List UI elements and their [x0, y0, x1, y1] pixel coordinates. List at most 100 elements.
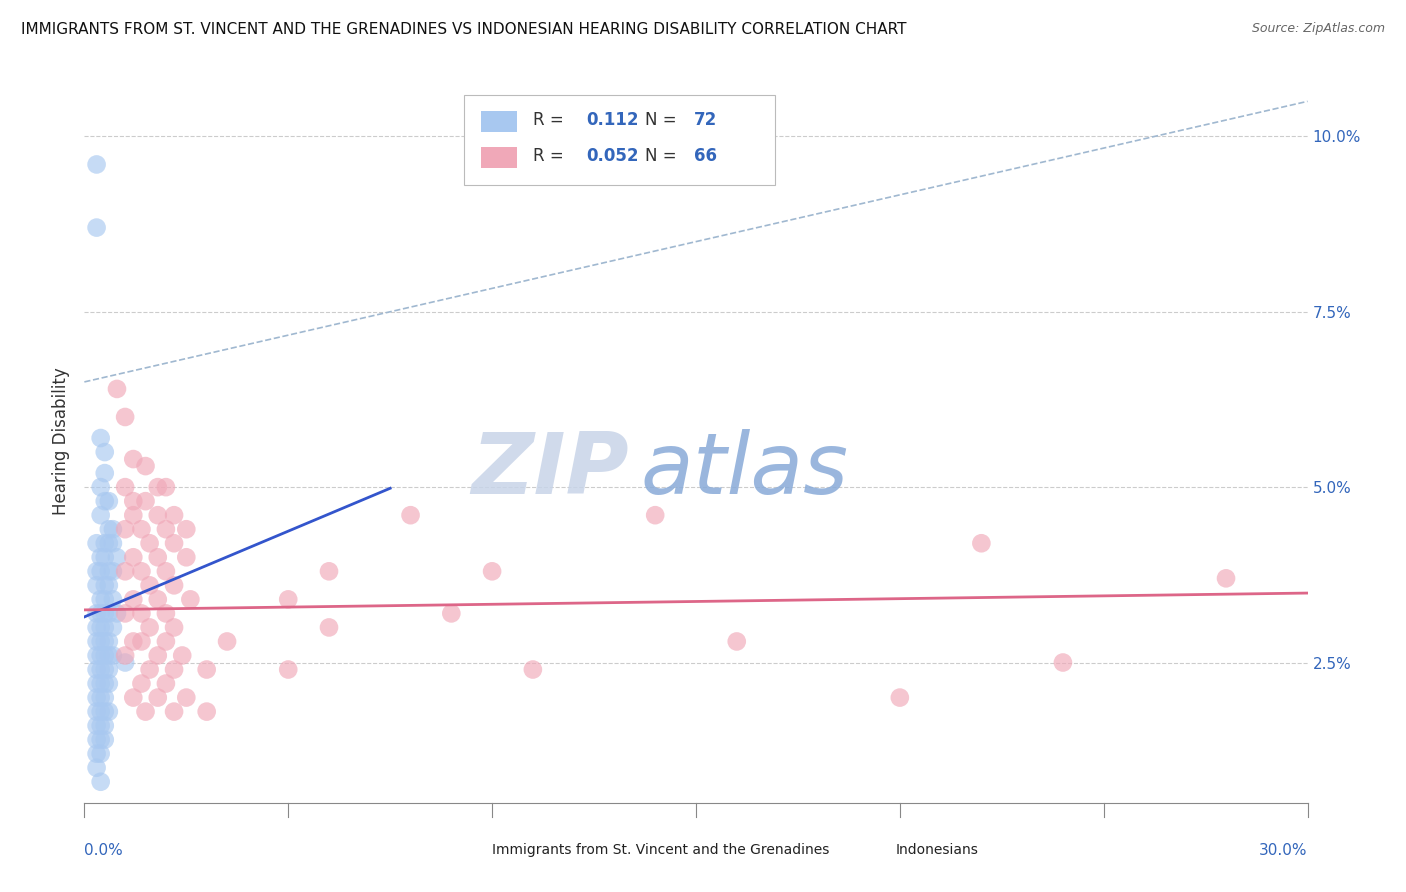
Point	[122, 550, 145, 565]
Point	[889, 690, 911, 705]
Point	[155, 564, 177, 578]
FancyBboxPatch shape	[481, 112, 517, 132]
Point	[86, 718, 108, 732]
Point	[90, 676, 112, 690]
Point	[105, 550, 128, 565]
Point	[131, 634, 153, 648]
Point	[93, 550, 115, 565]
Point	[155, 634, 177, 648]
Point	[90, 592, 112, 607]
Text: 0.052: 0.052	[586, 147, 638, 165]
Point	[195, 663, 218, 677]
Point	[970, 536, 993, 550]
FancyBboxPatch shape	[860, 842, 889, 858]
Text: Source: ZipAtlas.com: Source: ZipAtlas.com	[1251, 22, 1385, 36]
Point	[90, 718, 112, 732]
Point	[155, 607, 177, 621]
Point	[131, 564, 153, 578]
Point	[86, 578, 108, 592]
Text: atlas: atlas	[641, 429, 849, 512]
Point	[122, 508, 145, 523]
Point	[93, 620, 115, 634]
Point	[122, 592, 145, 607]
Point	[90, 747, 112, 761]
Point	[93, 663, 115, 677]
Point	[90, 431, 112, 445]
Point	[114, 522, 136, 536]
Point	[97, 607, 120, 621]
Point	[163, 620, 186, 634]
Point	[90, 663, 112, 677]
Text: N =: N =	[644, 111, 682, 129]
Point	[93, 536, 115, 550]
Point	[138, 536, 160, 550]
Point	[90, 607, 112, 621]
Point	[93, 634, 115, 648]
Text: ZIP: ZIP	[471, 429, 628, 512]
Point	[163, 705, 186, 719]
Point	[399, 508, 422, 523]
Point	[90, 732, 112, 747]
Point	[90, 634, 112, 648]
Point	[97, 494, 120, 508]
Point	[101, 592, 124, 607]
Text: R =: R =	[533, 147, 569, 165]
Point	[93, 690, 115, 705]
Point	[93, 592, 115, 607]
Point	[725, 634, 748, 648]
Point	[93, 705, 115, 719]
Point	[86, 690, 108, 705]
Point	[101, 522, 124, 536]
Point	[86, 536, 108, 550]
Point	[86, 648, 108, 663]
Point	[114, 564, 136, 578]
Point	[131, 607, 153, 621]
Point	[90, 620, 112, 634]
Point	[146, 550, 169, 565]
FancyBboxPatch shape	[481, 147, 517, 168]
Point	[114, 480, 136, 494]
Point	[155, 480, 177, 494]
Point	[90, 550, 112, 565]
Point	[86, 663, 108, 677]
Point	[318, 564, 340, 578]
Text: 0.0%: 0.0%	[84, 843, 124, 857]
Point	[172, 648, 194, 663]
Point	[163, 536, 186, 550]
Point	[163, 508, 186, 523]
Point	[1052, 656, 1074, 670]
Point	[146, 648, 169, 663]
Point	[97, 522, 120, 536]
Point	[101, 564, 124, 578]
FancyBboxPatch shape	[456, 842, 485, 858]
Point	[90, 690, 112, 705]
Point	[86, 564, 108, 578]
Text: Indonesians: Indonesians	[896, 843, 979, 856]
Point	[146, 480, 169, 494]
Point	[146, 592, 169, 607]
Point	[93, 466, 115, 480]
Point	[101, 620, 124, 634]
Text: IMMIGRANTS FROM ST. VINCENT AND THE GRENADINES VS INDONESIAN HEARING DISABILITY : IMMIGRANTS FROM ST. VINCENT AND THE GREN…	[21, 22, 907, 37]
Point	[179, 592, 201, 607]
Point	[93, 732, 115, 747]
Text: R =: R =	[533, 111, 569, 129]
Point	[86, 607, 108, 621]
Point	[86, 620, 108, 634]
Point	[131, 676, 153, 690]
Point	[86, 157, 108, 171]
Point	[86, 705, 108, 719]
Point	[644, 508, 666, 523]
Point	[101, 536, 124, 550]
Point	[90, 648, 112, 663]
Text: 72: 72	[693, 111, 717, 129]
Point	[93, 445, 115, 459]
Point	[93, 676, 115, 690]
Point	[122, 634, 145, 648]
Point	[195, 705, 218, 719]
Point	[101, 648, 124, 663]
Point	[86, 761, 108, 775]
Point	[86, 220, 108, 235]
Point	[138, 663, 160, 677]
Point	[93, 578, 115, 592]
